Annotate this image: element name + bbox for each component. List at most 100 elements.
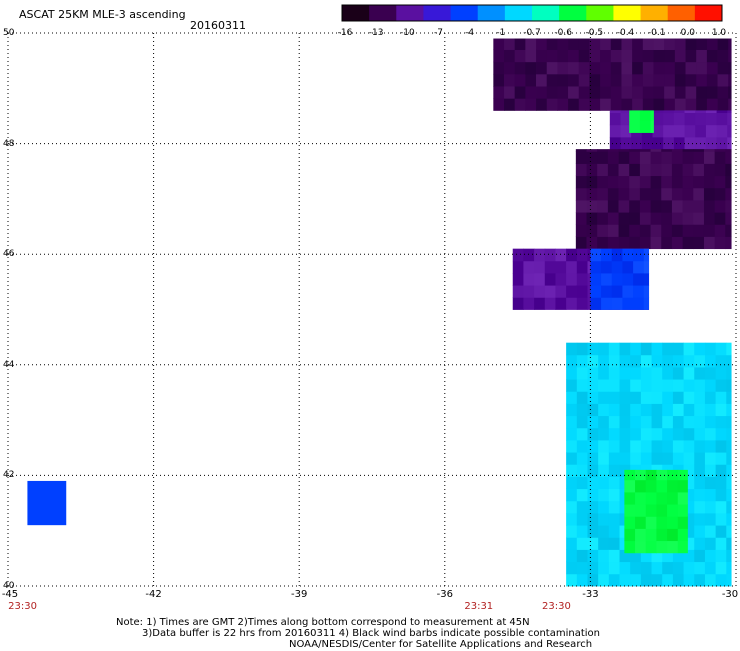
swath-cell <box>598 500 610 514</box>
swath-cell <box>661 212 673 225</box>
swath-cell <box>618 187 630 201</box>
swath-cell <box>608 476 620 490</box>
swath-cell <box>523 273 535 286</box>
swath-cell <box>651 403 663 417</box>
swath-cell <box>714 187 726 201</box>
swath-cell <box>694 513 706 526</box>
colorbar-segment <box>504 5 533 21</box>
swath-cell <box>673 112 685 126</box>
swath-cell <box>598 379 610 392</box>
swath-cell <box>639 163 651 177</box>
swath-cell <box>624 516 636 529</box>
swath-cell <box>514 38 526 50</box>
swath-cell <box>716 110 728 114</box>
swath-cell <box>589 38 601 50</box>
swath-cell <box>608 525 620 538</box>
swath-cell <box>705 124 717 138</box>
swath-cell <box>695 110 707 114</box>
swath-cell <box>652 124 664 138</box>
colorbar <box>341 4 723 22</box>
swath-cell <box>618 212 630 225</box>
swath-cell <box>601 297 613 310</box>
swath-cell <box>693 236 705 250</box>
swath-cell <box>715 537 727 550</box>
colorbar-segment <box>396 5 424 21</box>
swath-cell <box>650 120 654 133</box>
swath-cell <box>674 73 686 87</box>
swath-cell <box>622 273 634 286</box>
swath-cell <box>587 403 599 417</box>
swath-cell <box>651 415 663 429</box>
swath-cell <box>598 452 610 465</box>
swath-cell <box>629 187 641 201</box>
swath-cell <box>618 200 630 213</box>
swath-cell <box>608 354 620 368</box>
swath-cell <box>726 549 732 563</box>
swath-cell <box>493 61 505 75</box>
swath-cell <box>514 73 526 87</box>
swath-cell <box>643 285 650 298</box>
swath-cell <box>576 500 588 514</box>
swath-cell <box>653 86 665 99</box>
swath-cell <box>566 273 578 286</box>
swath-cell <box>618 224 630 237</box>
longitude-tick-label: -36 <box>436 589 453 600</box>
swath-cell <box>694 440 706 453</box>
map-title: ASCAT 25KM MLE-3 ascending <box>19 8 186 21</box>
swath-cell <box>622 248 634 262</box>
latitude-tick-label: 48 <box>3 138 15 149</box>
swath-cell <box>696 49 708 63</box>
swath-cell <box>610 49 622 63</box>
swath-cell <box>684 110 696 114</box>
latitude-tick-label: 40 <box>3 581 15 591</box>
swath-cell <box>632 98 644 111</box>
swath-cell <box>587 415 599 429</box>
swath-cell <box>662 415 674 429</box>
swath-cell <box>536 73 548 87</box>
swath-cell <box>706 38 718 50</box>
swath-cell <box>661 149 673 152</box>
swath-cell <box>578 61 590 75</box>
swath-cell <box>674 49 686 63</box>
swath-cell <box>544 297 556 310</box>
swath-cell <box>696 98 708 111</box>
swath-cell <box>728 38 732 50</box>
swath-cell <box>715 476 727 490</box>
swath-cell <box>714 212 726 225</box>
swath-cell <box>525 98 537 111</box>
swath-cell <box>578 98 590 111</box>
swath-cell <box>587 440 599 453</box>
swath-cell <box>640 403 652 417</box>
swath-cell <box>611 285 623 298</box>
swath-cell <box>600 61 612 75</box>
swath-cell <box>715 440 727 453</box>
swath-cell <box>685 49 697 63</box>
colorbar-tick-label: -0.6 <box>554 28 572 38</box>
swath-cell <box>587 525 599 538</box>
swath-cell <box>650 212 662 225</box>
swath-cell <box>703 175 716 189</box>
swath-cell <box>610 38 622 50</box>
swath-cell <box>672 573 684 587</box>
swath-cell <box>671 151 684 164</box>
swath-cell <box>672 415 684 429</box>
swath-cell <box>651 561 663 575</box>
swath-cell <box>590 248 602 262</box>
swath-cell <box>643 297 650 310</box>
swath-cell <box>600 73 612 87</box>
swath-cell <box>629 200 641 213</box>
swath-cell <box>662 549 674 563</box>
swath-cell <box>633 260 645 274</box>
swath-cell <box>536 86 548 99</box>
swath-cell <box>587 342 599 356</box>
swath-cell <box>629 120 641 133</box>
swath-cell <box>703 163 716 177</box>
swath-cell <box>694 488 706 502</box>
swath-cell <box>694 549 706 563</box>
swath-cell <box>597 149 609 152</box>
swath-cell <box>642 38 654 50</box>
swath-cell <box>611 260 623 274</box>
swath-cell <box>694 403 706 417</box>
swath-cell <box>622 285 634 298</box>
swath-cell <box>587 354 599 368</box>
